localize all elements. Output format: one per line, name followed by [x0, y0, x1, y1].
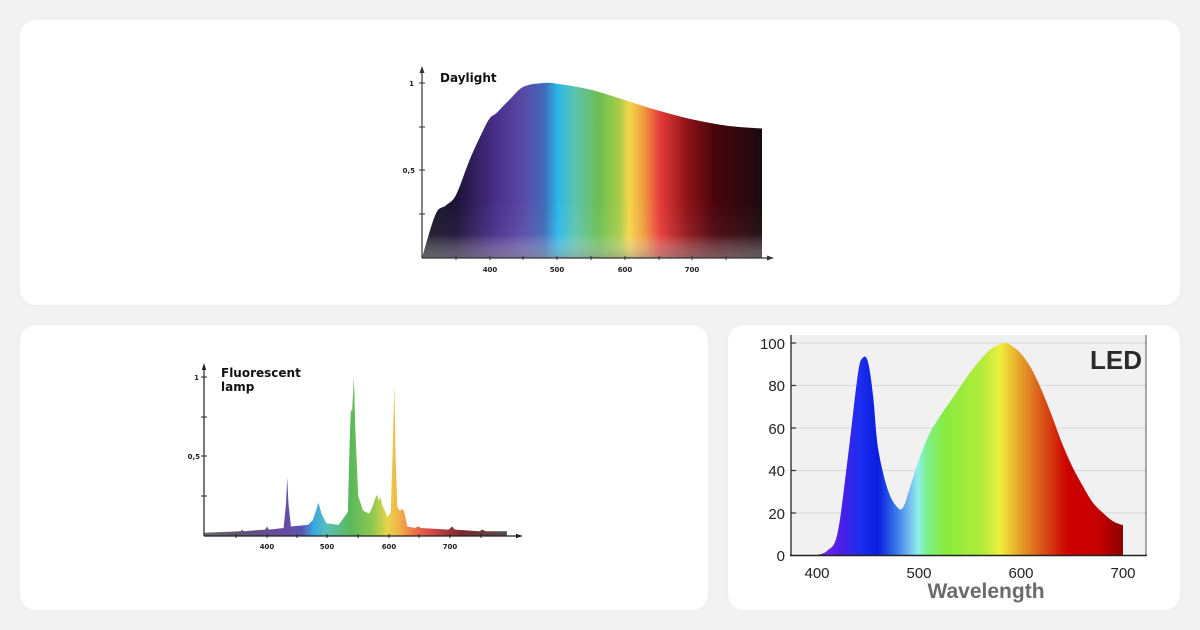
daylight-xtick-400: 400 [483, 266, 498, 274]
led-ytick-0: 0 [777, 548, 785, 565]
fluorescent-xtick-700: 700 [443, 543, 458, 551]
led-ytick-60: 60 [768, 421, 785, 438]
fluorescent-y-arrow-icon [201, 363, 207, 370]
daylight-xtick-600: 600 [618, 266, 633, 274]
daylight-y-arrow-icon [419, 66, 425, 73]
fluorescent-xtick-400: 400 [260, 543, 275, 551]
fluorescent-title-line2: lamp [221, 380, 255, 394]
led-ytick-80: 80 [768, 378, 785, 395]
led-xtick-500: 500 [906, 565, 931, 582]
daylight-xtick-700: 700 [685, 266, 700, 274]
led-ytick-20: 20 [768, 506, 785, 523]
fluorescent-ytick-half: 0,5 [188, 453, 201, 461]
led-xtick-600: 600 [1008, 565, 1033, 582]
fluorescent-spectrum-area [204, 377, 507, 536]
daylight-ticks [419, 82, 727, 260]
led-x-axis-label: Wavelength [927, 580, 1044, 603]
daylight-ytick-1: 1 [409, 80, 414, 88]
led-xtick-700: 700 [1110, 565, 1135, 582]
led-ytick-40: 40 [768, 463, 785, 480]
fluorescent-x-arrow-icon [516, 533, 523, 539]
daylight-spectrum-fade [422, 82, 762, 259]
fluorescent-ticks [201, 376, 482, 538]
led-title: LED [1090, 345, 1142, 375]
daylight-title: Daylight [440, 71, 497, 85]
daylight-x-arrow-icon [767, 255, 774, 261]
led-ytick-100: 100 [760, 336, 785, 353]
fluorescent-title-line1: Fluorescent [221, 366, 301, 380]
fluorescent-card [20, 325, 708, 610]
fluorescent-ytick-1: 1 [194, 374, 199, 382]
led-spectrum-area [817, 342, 1123, 555]
fluorescent-xtick-600: 600 [382, 543, 397, 551]
daylight-ytick-half: 0,5 [403, 167, 416, 175]
led-xtick-400: 400 [804, 565, 829, 582]
daylight-xtick-500: 500 [550, 266, 565, 274]
fluorescent-xtick-500: 500 [320, 543, 335, 551]
led-ticks [791, 342, 796, 514]
